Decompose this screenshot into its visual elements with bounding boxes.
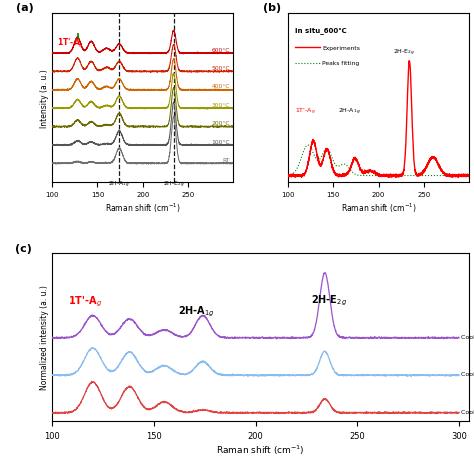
X-axis label: Raman shift (cm$^{-1}$): Raman shift (cm$^{-1}$): [105, 201, 181, 214]
Text: Cooling from 800°C: Cooling from 800°C: [461, 334, 474, 339]
Text: (c): (c): [15, 243, 31, 253]
Text: 300°C: 300°C: [211, 103, 230, 107]
Text: 200°C: 200°C: [211, 121, 230, 126]
Text: (a): (a): [16, 2, 34, 13]
Text: RT: RT: [222, 157, 230, 163]
Text: Cooling from 700°C: Cooling from 700°C: [461, 371, 474, 376]
Text: 2H-A$_{1g}$: 2H-A$_{1g}$: [338, 107, 360, 117]
Text: in situ_600℃: in situ_600℃: [295, 27, 347, 34]
Text: 100°C: 100°C: [211, 139, 230, 144]
Y-axis label: Normalized intensity (a. u.): Normalized intensity (a. u.): [40, 285, 49, 389]
Text: 2H-E$_{2g}$: 2H-E$_{2g}$: [163, 179, 184, 189]
Text: 2H-E$_{2g}$: 2H-E$_{2g}$: [393, 48, 415, 58]
Text: 400°C: 400°C: [211, 84, 230, 89]
X-axis label: Raman shift (cm$^{-1}$): Raman shift (cm$^{-1}$): [216, 443, 305, 456]
Text: Peaks fitting: Peaks fitting: [322, 61, 360, 66]
Text: 1T'-A$_g$: 1T'-A$_g$: [295, 107, 316, 117]
Text: 500°C: 500°C: [211, 66, 230, 71]
Text: (b): (b): [263, 2, 281, 13]
Text: 2H-A$_{1g}$: 2H-A$_{1g}$: [109, 179, 130, 189]
Text: Cooling from 600°C: Cooling from 600°C: [461, 409, 474, 413]
X-axis label: Raman shift (cm$^{-1}$): Raman shift (cm$^{-1}$): [341, 201, 416, 214]
Text: Experiments: Experiments: [322, 46, 360, 51]
Text: 1T'-A$_g$: 1T'-A$_g$: [68, 294, 102, 309]
Text: 2H-A$_{1g}$: 2H-A$_{1g}$: [178, 304, 215, 318]
Text: 1T'-A$_g$: 1T'-A$_g$: [57, 37, 84, 50]
Text: 600°C: 600°C: [211, 48, 230, 53]
Y-axis label: Intensity (a. u.): Intensity (a. u.): [40, 69, 49, 127]
Text: 2H-E$_{2g}$: 2H-E$_{2g}$: [310, 293, 346, 307]
